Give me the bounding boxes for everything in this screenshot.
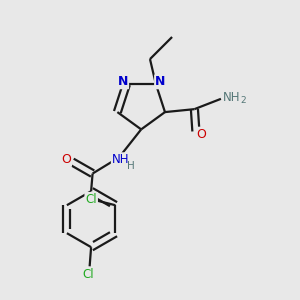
Text: NH: NH [112, 153, 129, 166]
Text: N: N [118, 75, 128, 88]
Text: NH: NH [223, 91, 241, 104]
Text: Cl: Cl [85, 193, 97, 206]
Text: 2: 2 [241, 95, 246, 104]
Text: O: O [196, 128, 206, 141]
Text: N: N [155, 75, 166, 88]
Text: H: H [127, 160, 135, 171]
Text: O: O [61, 153, 71, 166]
Text: Cl: Cl [82, 268, 94, 281]
